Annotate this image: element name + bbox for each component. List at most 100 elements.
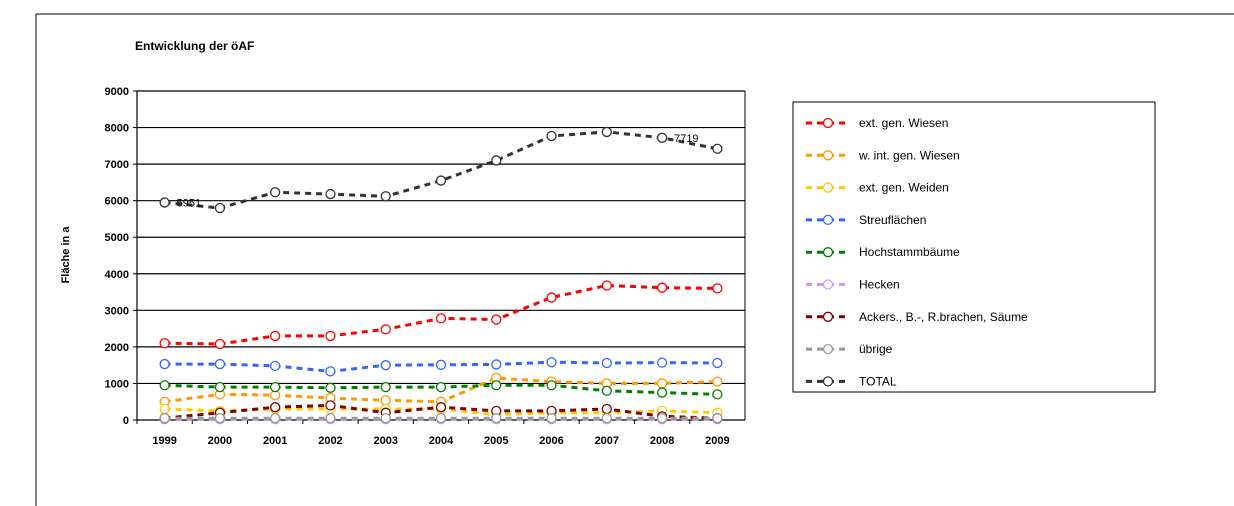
data-point [656,132,668,143]
data-point [159,338,170,349]
data-point [214,358,226,370]
data-point [546,413,557,424]
data-point [270,381,281,393]
data-point [435,313,447,324]
legend-entry: Ackers., B.-, R.brachen, Säume [806,310,1028,324]
data-point [491,380,502,391]
data-point [325,400,336,411]
y-tick-label: 5000 [105,232,129,244]
data-point [546,130,557,142]
data-point [601,357,612,369]
data-point [325,366,336,377]
data-point [491,359,502,370]
data-point [159,197,170,208]
series-group [159,126,723,425]
legend-entry: w. int. gen. Wiesen [806,148,960,162]
x-tick-label: 1999 [152,435,176,447]
x-tick-label: 2009 [705,435,729,447]
legend-marker [822,376,834,387]
legend-entry: Hecken [806,278,900,292]
data-point [214,413,226,424]
data-point [601,385,612,396]
legend-marker [822,279,834,290]
data-point [712,376,723,387]
x-tick-label: 2008 [650,435,674,447]
data-point [712,283,723,294]
data-point [435,359,447,370]
y-axis-ticks: 0 1000 2000 3000 4000 5000 6000 7000 8000 9000 [105,86,137,427]
x-tick-label: 2007 [595,435,619,447]
data-point [712,389,723,400]
data-labels: 5951 7719 [177,133,699,210]
data-point [435,413,447,424]
data-point [656,387,668,398]
legend-entry: ext. gen. Weiden [806,181,949,195]
data-point [601,280,612,291]
y-tick-label: 7000 [105,159,129,171]
data-point [435,175,447,186]
data-point [601,403,612,415]
y-tick-label: 9000 [105,86,129,98]
data-point [325,188,336,200]
y-axis-label: Fläche in a [60,226,72,284]
data-point [380,413,391,424]
legend-marker [822,182,834,193]
data-point [159,403,170,415]
y-tick-label: 0 [123,415,129,427]
legend-label: Hecken [859,278,900,292]
x-tick-label: 2000 [208,435,232,447]
data-point [712,413,723,424]
x-tick-label: 2006 [539,435,563,447]
data-point [380,360,391,371]
data-point [546,380,557,391]
legend-entry: ext. gen. Wiesen [806,116,948,130]
data-point [491,155,502,166]
data-point [270,402,281,413]
data-label: 5951 [177,197,201,209]
legend-marker [822,117,834,129]
y-tick-label: 2000 [105,342,129,354]
data-label: 7719 [674,133,698,145]
legend-entry: Hochstammbäume [806,245,960,259]
data-point [656,357,668,368]
legend-marker [822,311,834,322]
data-point [491,314,502,325]
data-point [380,395,391,406]
chart-title: Entwicklung der öAF [135,39,254,53]
data-point [435,402,447,413]
data-point [325,330,336,342]
legend-marker [822,214,834,226]
gridlines [136,90,746,421]
legend-label: ext. gen. Wiesen [859,116,948,130]
series-line [164,130,718,210]
data-point [601,413,612,424]
data-point [546,292,557,303]
legend-label: Streuflächen [859,213,926,227]
legend-marker [822,150,834,161]
legend-entry: TOTAL [806,374,897,388]
legend-label: übrige [859,342,893,356]
data-point [380,324,391,335]
y-tick-label: 1000 [105,378,129,390]
data-point [214,202,226,214]
data-point [270,360,281,372]
data-point [214,381,226,393]
data-point [656,413,668,424]
legend: ext. gen. Wiesen w. int. gen. Wiesen ext. … [792,101,1156,393]
data-point [325,382,336,393]
data-point [656,378,668,389]
legend-entry: übrige [806,342,893,356]
x-tick-label: 2003 [373,435,397,447]
x-axis-ticks: 1999 2000 2001 2002 2003 2004 2005 2006 2007 2008… [136,420,730,447]
data-point [325,413,336,424]
data-point [159,413,170,424]
data-point [270,413,281,424]
legend-marker [822,343,834,355]
data-point [159,380,170,391]
data-point [270,187,281,198]
x-tick-label: 2004 [429,435,454,447]
data-point [380,381,391,393]
data-point [159,358,170,370]
x-tick-label: 2001 [263,435,287,447]
